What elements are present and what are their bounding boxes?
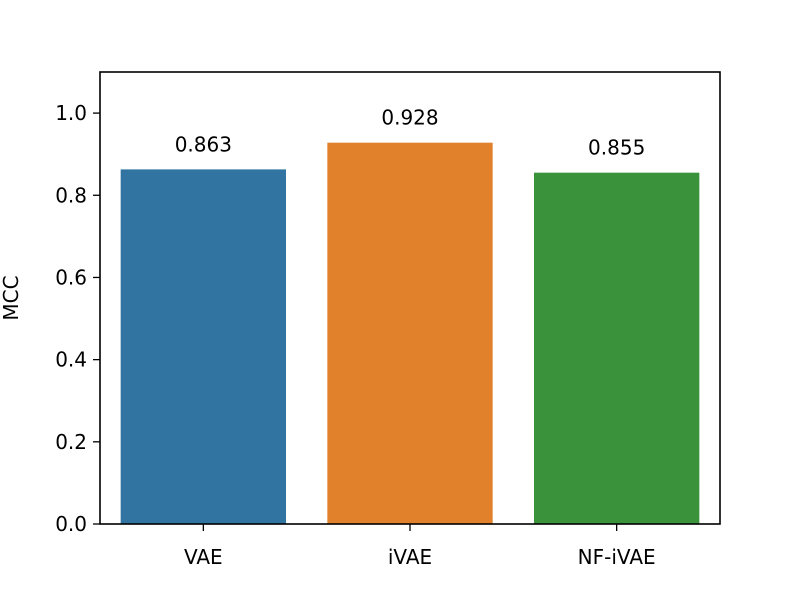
x-tick-label: iVAE (388, 545, 432, 569)
x-tick-label: NF-iVAE (578, 545, 656, 569)
y-axis-label: MCC (0, 275, 23, 320)
y-axis: 0.0 0.2 0.4 0.6 0.8 1.0 (55, 101, 100, 536)
data-label: 0.863 (175, 132, 232, 156)
x-axis: VAE iVAE NF-iVAE (184, 524, 656, 569)
bar-ivae (327, 142, 493, 524)
x-tick-label: VAE (184, 545, 223, 569)
y-tick-label: 0.2 (55, 430, 87, 454)
bar-vae (120, 169, 287, 525)
y-tick-label: 0.0 (55, 512, 87, 536)
y-tick-label: 0.8 (55, 183, 87, 207)
data-label: 0.928 (381, 106, 438, 130)
data-labels-layer: 0.863 0.928 0.855 (175, 106, 646, 160)
y-tick-label: 1.0 (55, 101, 87, 125)
bar-nf-ivae (534, 172, 700, 524)
plot-frame (99, 71, 721, 525)
y-tick-label: 0.6 (55, 265, 87, 289)
y-tick-label: 0.4 (55, 348, 87, 372)
bars-layer (120, 142, 700, 525)
data-label: 0.855 (588, 136, 645, 160)
